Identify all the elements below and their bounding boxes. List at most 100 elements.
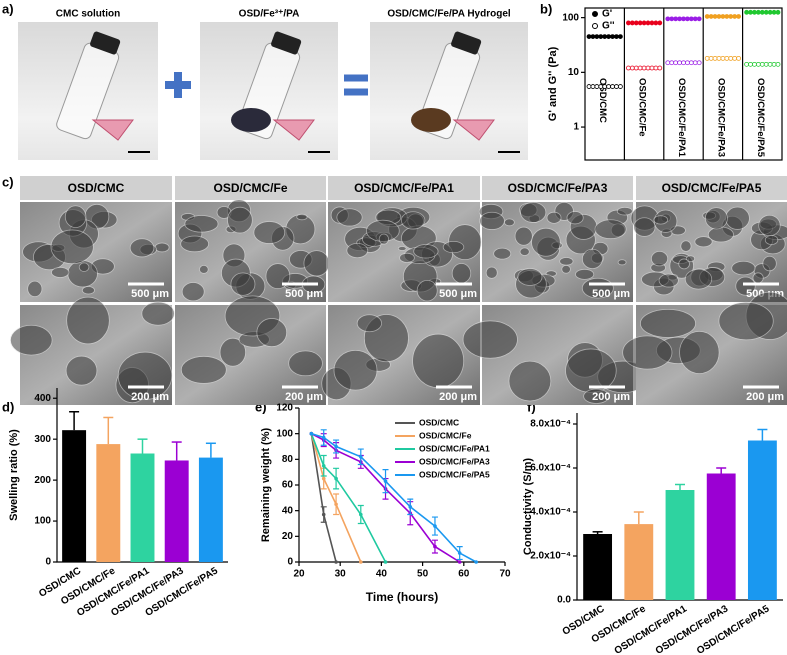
dot: [732, 14, 738, 19]
scale-bar-label: 200 μm: [592, 391, 630, 403]
dot: [748, 9, 753, 15]
sem-pore: [416, 280, 438, 302]
point: [359, 560, 363, 564]
point: [383, 479, 388, 483]
bar: [665, 490, 695, 600]
dot: [677, 60, 682, 66]
sem-pore: [704, 207, 728, 230]
sem-pore: [707, 226, 734, 243]
photo-caption: OSD/CMC/Fe/PA Hydrogel: [387, 9, 511, 20]
dot: [681, 60, 686, 66]
legend-marker: [592, 11, 598, 17]
x-tick-label: OSD/CMC/Fe/PA5: [695, 603, 772, 655]
scale-bar-label: 500 μm: [131, 288, 169, 300]
stand: [91, 119, 134, 141]
sem-header-bg: [20, 176, 172, 200]
sem-pore: [333, 349, 378, 391]
y-axis-label: G' and G'' (Pa): [547, 46, 559, 121]
dot: [688, 60, 694, 66]
y-tick-label: 20: [282, 531, 294, 542]
dot-row: [626, 20, 663, 26]
y-tick-label: 0: [45, 557, 51, 568]
sem-pore: [764, 234, 779, 246]
scale-bar-label: 200 μm: [439, 391, 477, 403]
sem-pore: [493, 247, 512, 260]
sem-pore: [561, 264, 571, 274]
sem-pore: [519, 247, 530, 256]
dot: [696, 60, 702, 66]
sem-pore: [520, 201, 547, 223]
dot: [771, 9, 777, 15]
bar: [198, 457, 223, 562]
sem-header: OSD/CMC/Fe: [213, 181, 287, 195]
dot: [606, 34, 612, 40]
sem-pore: [650, 250, 669, 267]
point: [359, 512, 363, 517]
y-tick-label: 6.0x10⁻⁴: [530, 463, 571, 474]
y-tick-label: 2.0x10⁻⁴: [530, 551, 571, 562]
sem-pore: [531, 227, 561, 257]
sem-pore: [508, 360, 552, 402]
sem-pore: [479, 211, 505, 230]
point: [433, 544, 437, 549]
vial-cap: [271, 31, 302, 55]
dot: [677, 16, 682, 22]
sem-pore: [583, 388, 610, 404]
sem-pore: [64, 205, 87, 228]
dot: [692, 60, 698, 66]
dot-row: [665, 16, 702, 22]
sem-pore: [678, 258, 690, 270]
dot: [665, 60, 671, 66]
dot: [653, 65, 659, 71]
dot: [685, 60, 690, 66]
sem-pore: [256, 318, 288, 348]
panel-label: f): [527, 399, 536, 414]
dot: [685, 16, 690, 22]
y-tick-label: 100: [276, 428, 293, 439]
dot: [606, 84, 612, 89]
dot: [594, 34, 600, 40]
scale-bar-label: 200 μm: [746, 391, 784, 403]
point: [321, 476, 326, 481]
dot: [586, 34, 592, 40]
sem-pore: [66, 296, 110, 345]
dot: [629, 65, 635, 71]
sem-pore: [412, 333, 465, 389]
dot: [712, 14, 718, 19]
sem-pore: [718, 301, 774, 341]
point: [457, 560, 462, 564]
dot: [649, 20, 655, 26]
dot-row: [586, 84, 623, 89]
series-line: [310, 432, 461, 563]
point: [334, 444, 338, 449]
dot: [767, 61, 773, 67]
y-tick-label: 200: [34, 475, 51, 486]
series-line: [310, 433, 387, 563]
y-tick-label: 0.0: [557, 595, 571, 606]
sem-pore: [758, 214, 781, 237]
sem-pore: [622, 335, 673, 370]
y-tick-label: 1: [573, 122, 579, 133]
dot: [728, 55, 734, 61]
bar: [164, 460, 189, 562]
point: [334, 502, 338, 507]
point: [334, 476, 338, 481]
dot: [720, 55, 726, 61]
sem-pore: [735, 276, 756, 296]
sem-pore: [346, 242, 369, 259]
dot: [586, 84, 592, 89]
dot: [771, 61, 777, 67]
sem-pore: [10, 324, 53, 356]
dot: [752, 61, 757, 67]
sem-pore: [51, 266, 70, 278]
dot: [704, 14, 710, 19]
scale-bar-label: 200 μm: [131, 391, 169, 403]
panel-label: c): [2, 174, 14, 189]
dot: [610, 84, 615, 89]
bar: [130, 453, 155, 562]
stand: [272, 119, 315, 141]
point: [359, 454, 363, 459]
y-tick-label: 4.0x10⁻⁴: [530, 507, 571, 518]
sem-pore: [462, 320, 518, 359]
point: [321, 512, 326, 517]
